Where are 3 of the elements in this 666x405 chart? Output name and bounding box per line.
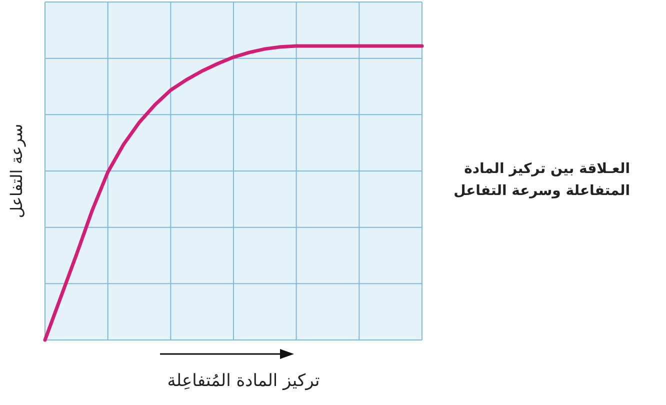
x-axis-title: تركيز المادة المُتفاعِلة bbox=[167, 371, 320, 391]
text: العـلاقة بين تركيز المادة المتفاعلة وسرعة التفاعل bbox=[452, 160, 630, 201]
y-axis-title: سرعة التفاعل bbox=[7, 124, 26, 218]
